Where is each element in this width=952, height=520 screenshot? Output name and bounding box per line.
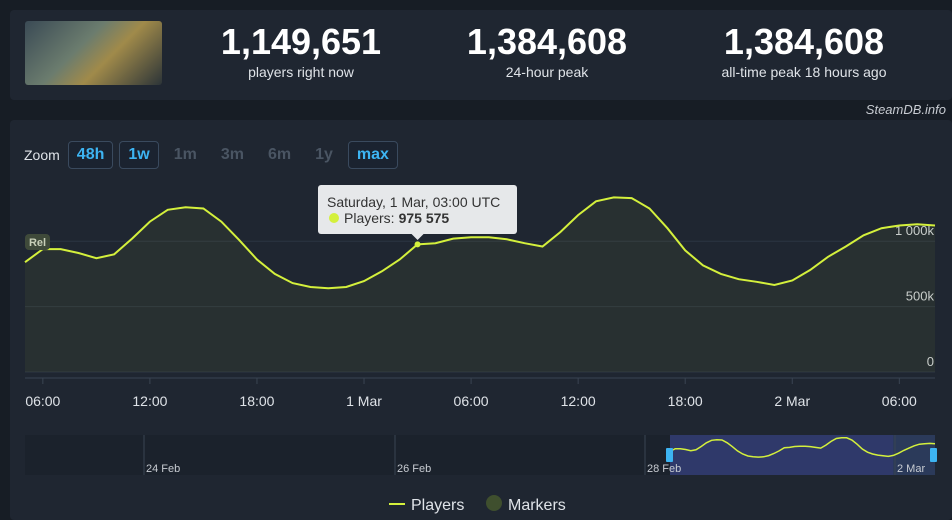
- stat-label: players right now: [248, 64, 354, 80]
- x-tick-label: 18:00: [239, 393, 274, 409]
- stats-panel: 1,149,651 players right now 1,384,608 24…: [10, 10, 952, 100]
- y-tick-label: 1 000k: [895, 223, 935, 238]
- x-tick-label: 06:00: [882, 393, 917, 409]
- zoom-button[interactable]: max: [347, 141, 398, 169]
- zoom-bar: Zoom 48h 1w 1m 3m 6m 1y max: [24, 141, 398, 169]
- zoom-button: 3m: [220, 146, 244, 163]
- stat-value: 1,384,608: [723, 21, 885, 62]
- tooltip-arrow: [411, 234, 424, 240]
- y-tick-label: 0: [927, 354, 934, 369]
- legend-label: Players: [411, 497, 464, 514]
- badge-bg: [25, 234, 50, 250]
- navigator-label: 24 Feb: [146, 463, 180, 475]
- stat: 1,149,651 players right now: [181, 22, 421, 82]
- x-tick-label: 12:00: [132, 393, 167, 409]
- navigator-handle[interactable]: [666, 448, 673, 462]
- series-line: [24, 196, 936, 290]
- navigator-window: [670, 435, 893, 475]
- badge: Rel: [29, 237, 46, 249]
- x-tick-label: 18:00: [668, 393, 703, 409]
- zoom-button: 1y: [315, 146, 333, 163]
- legend-label: Markers: [508, 497, 566, 514]
- x-tick-label: 06:00: [454, 393, 489, 409]
- legend-marker: [486, 495, 502, 511]
- tooltip-value: 975 575: [399, 210, 450, 226]
- tooltip-title: Saturday, 1 Mar, 03:00 UTC: [327, 194, 500, 210]
- zoom-button[interactable]: 1w: [119, 141, 159, 169]
- zoom-button[interactable]: 48h: [67, 141, 114, 169]
- tooltip-row: Players: 975 575: [344, 210, 449, 226]
- tooltip-dot: [329, 213, 339, 223]
- stat-value: 1,149,651: [220, 21, 382, 62]
- tooltip-series: Players:: [344, 210, 395, 226]
- x-tick-label: 1 Mar: [346, 393, 382, 409]
- series-area: [25, 197, 935, 372]
- hover-point: [414, 241, 421, 248]
- brand: SteamDB.info: [865, 102, 946, 117]
- navigator-line: [669, 436, 936, 458]
- stat-value: 1,384,608: [466, 21, 628, 62]
- zoom-button: 1m: [173, 146, 197, 163]
- stat: 1,384,608 all-time peak 18 hours ago: [684, 22, 924, 82]
- game-logo: [25, 21, 162, 85]
- zoom-button: 6m: [267, 146, 292, 163]
- x-tick-label: 06:00: [25, 393, 60, 409]
- navigator-window-tail: [893, 435, 935, 475]
- navigator-label: 26 Feb: [397, 463, 431, 475]
- x-tick-label: 2 Mar: [774, 393, 810, 409]
- navigator-label: 28 Feb: [647, 463, 681, 475]
- x-tick-label: 12:00: [561, 393, 596, 409]
- zoom-label: Zoom: [24, 147, 60, 163]
- y-tick-label: 500k: [906, 289, 935, 304]
- navigator-handle[interactable]: [930, 448, 937, 462]
- stat: 1,384,608 24-hour peak: [427, 22, 667, 82]
- stat-label: all-time peak 18 hours ago: [721, 64, 887, 80]
- stat-label: 24-hour peak: [505, 64, 589, 80]
- navigator-label: 2 Mar: [897, 463, 925, 475]
- tooltip-bg: [318, 185, 517, 234]
